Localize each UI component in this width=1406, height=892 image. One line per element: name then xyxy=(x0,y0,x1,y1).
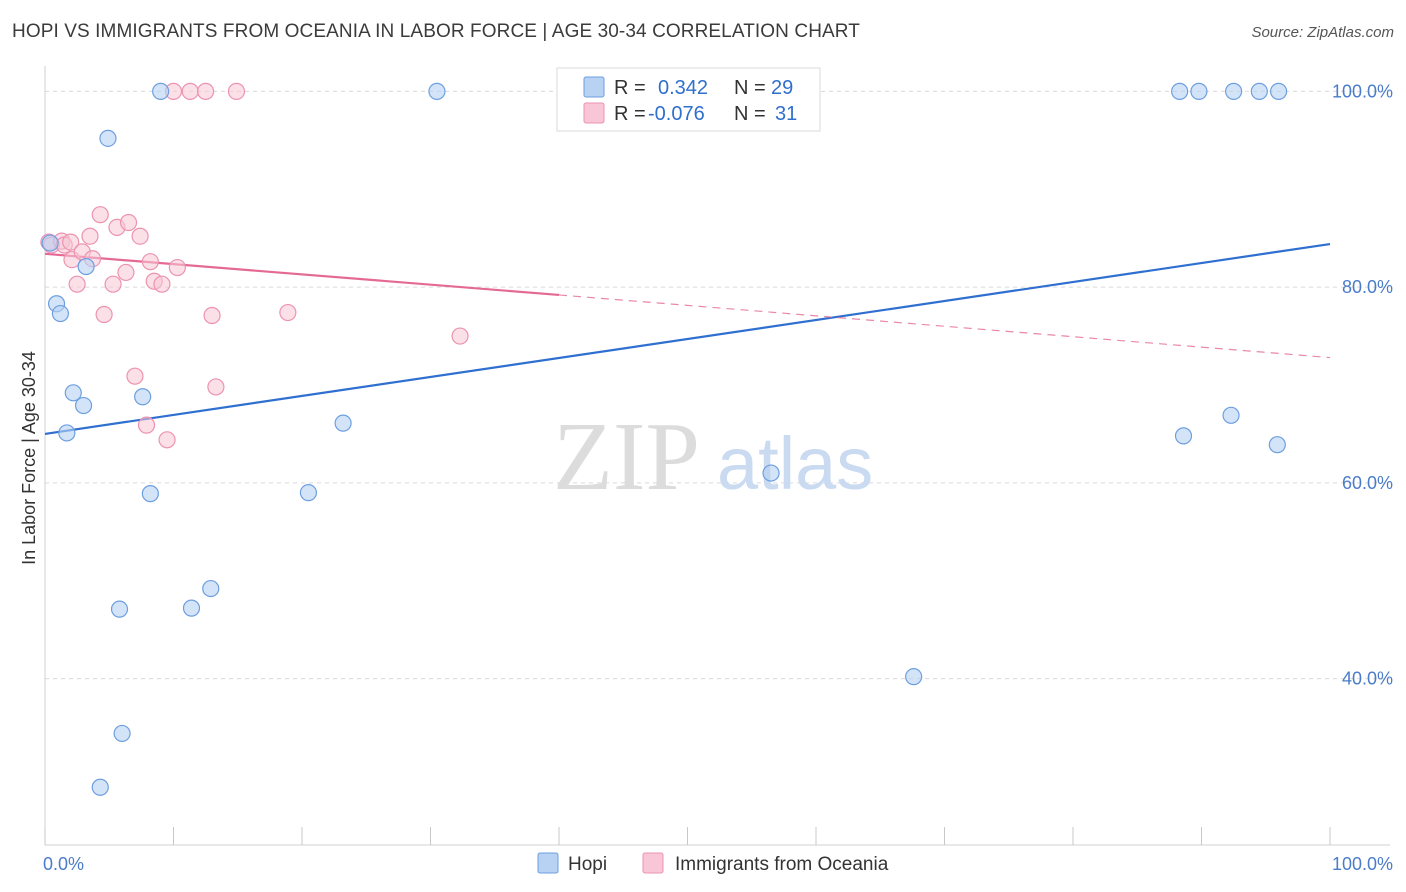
oceania-trend-line xyxy=(44,252,560,297)
hopi-swatch xyxy=(583,76,605,98)
y-tick-label: 80.0% xyxy=(1342,277,1393,297)
hopi-point xyxy=(58,424,76,442)
watermark-zip: ZIP xyxy=(553,403,700,511)
hopi-point xyxy=(202,579,220,598)
oceania-trend-extension xyxy=(558,294,1331,359)
hopi-point xyxy=(91,778,109,796)
hopi-point xyxy=(1171,82,1189,100)
oceania-point xyxy=(81,227,99,245)
hopi-point xyxy=(1250,82,1268,100)
hopi-point xyxy=(905,668,923,686)
oceania-r-label: R = xyxy=(614,103,646,125)
y-tick-label: 60.0% xyxy=(1342,473,1393,493)
oceania-point xyxy=(197,82,215,100)
y-tick-label: 100.0% xyxy=(1332,81,1393,101)
oceania-point xyxy=(68,275,86,293)
hopi-point xyxy=(110,600,129,618)
hopi-point xyxy=(182,599,201,617)
oceania-point xyxy=(203,306,221,325)
oceania-point xyxy=(137,416,156,434)
oceania-point xyxy=(207,378,225,396)
hopi-point xyxy=(141,485,159,503)
oceania-point xyxy=(117,263,135,282)
legend-oceania-swatch xyxy=(642,852,664,874)
oceania-r-value: -0.076 xyxy=(648,103,705,125)
legend-hopi-swatch xyxy=(537,852,559,874)
oceania-point xyxy=(126,367,144,385)
hopi-point xyxy=(1174,427,1193,445)
watermark: ZIP atlas xyxy=(553,403,873,511)
oceania-point xyxy=(62,233,80,251)
hopi-trend-line xyxy=(44,242,1331,436)
grid-lines xyxy=(45,90,1390,680)
hopi-point xyxy=(77,257,95,276)
trend-lines xyxy=(44,242,1331,436)
y-tick-label: 40.0% xyxy=(1342,669,1393,689)
oceania-point xyxy=(181,82,199,100)
hopi-point xyxy=(299,484,318,502)
oceania-point xyxy=(153,275,171,293)
oceania-n-label: N = xyxy=(734,103,766,125)
hopi-points xyxy=(41,82,1288,796)
hopi-n-label: N = xyxy=(734,77,766,99)
oceania-point xyxy=(158,431,176,449)
y-axis-title: In Labor Force | Age 30-34 xyxy=(19,351,39,565)
oceania-point xyxy=(95,305,113,324)
oceania-point xyxy=(451,327,469,345)
hopi-n-value: 29 xyxy=(771,77,793,99)
stats-legend: R = 0.342 N = 29 R = -0.076 N = 31 xyxy=(556,67,821,132)
legend-oceania-label: Immigrants from Oceania xyxy=(675,854,889,875)
hopi-point xyxy=(1190,82,1208,100)
hopi-point xyxy=(152,82,170,100)
hopi-point xyxy=(99,129,117,147)
oceania-point xyxy=(91,206,109,224)
watermark-atlas: atlas xyxy=(717,422,873,505)
hopi-point xyxy=(1268,436,1286,454)
hopi-point xyxy=(334,414,352,432)
hopi-point xyxy=(74,396,93,415)
series-legend: Hopi Immigrants from Oceania xyxy=(537,852,889,875)
hopi-point xyxy=(64,384,82,402)
hopi-point xyxy=(1222,406,1240,424)
oceania-point xyxy=(131,227,149,245)
hopi-point xyxy=(134,388,152,406)
source-credit: Source: ZipAtlas.com xyxy=(1251,24,1394,41)
oceania-n-value: 31 xyxy=(775,103,797,125)
axes xyxy=(44,66,1390,846)
hopi-point xyxy=(762,464,780,482)
oceania-point xyxy=(141,253,159,271)
hopi-r-value: 0.342 xyxy=(658,77,708,99)
oceania-point xyxy=(119,213,138,232)
hopi-r-label: R = xyxy=(614,77,646,99)
hopi-point xyxy=(428,82,446,100)
oceania-point xyxy=(279,303,297,322)
oceania-swatch xyxy=(583,102,605,124)
hopi-point xyxy=(1269,82,1288,100)
legend-hopi-label: Hopi xyxy=(568,854,607,875)
x-tick-label-min: 0.0% xyxy=(43,854,84,874)
hopi-point xyxy=(113,724,131,743)
oceania-point xyxy=(104,275,122,293)
chart-title: HOPI VS IMMIGRANTS FROM OCEANIA IN LABOR… xyxy=(12,21,860,42)
hopi-point xyxy=(1225,82,1243,100)
x-tick-label-max: 100.0% xyxy=(1332,854,1393,874)
hopi-point xyxy=(41,234,59,252)
oceania-point xyxy=(227,82,246,100)
tick-labels: 40.0% 60.0% 80.0% 100.0% 0.0% 100.0% xyxy=(43,81,1393,874)
oceania-point xyxy=(168,258,186,277)
hopi-point xyxy=(51,304,70,323)
